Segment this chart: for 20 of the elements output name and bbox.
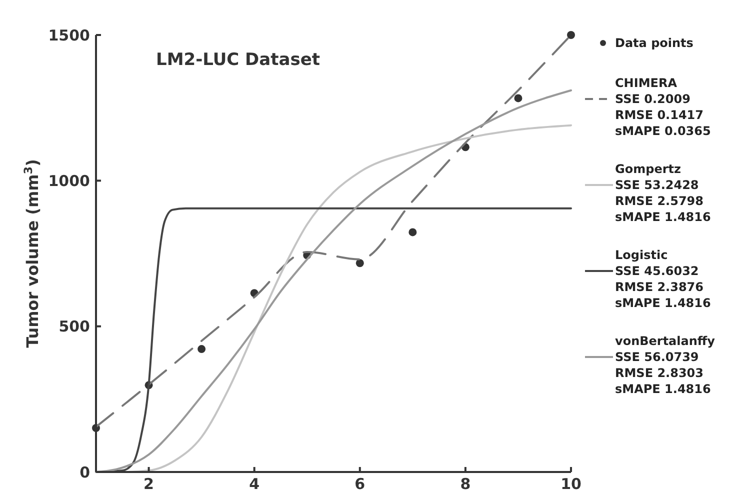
point	[514, 94, 522, 102]
point	[408, 228, 417, 236]
legend-label: Data points	[615, 36, 694, 50]
point	[198, 345, 206, 354]
text: LM2-LUC Dataset	[156, 50, 320, 70]
legend-label: Logistic SSE 45.6032 RMSE 2.3876 sMAPE 1.4816	[615, 248, 711, 310]
x-tick-label: 10	[560, 475, 582, 493]
x-tick-label: 8	[460, 475, 471, 493]
x-tick-label: 4	[249, 475, 260, 493]
point	[356, 259, 364, 268]
y-tick-label: 500	[58, 318, 90, 336]
legend-label: CHIMERA SSE 0.2009 RMSE 0.1417 sMAPE 0.0365	[615, 76, 711, 138]
y-tick-label: 1000	[48, 172, 90, 190]
point	[567, 31, 575, 39]
y-tick-label: 0	[80, 463, 90, 482]
x-tick-label: 6	[354, 475, 366, 493]
legend-label: vonBertalanffy SSE 56.0739 RMSE 2.8303 sMAPE 1.4816	[615, 334, 716, 396]
legend-label: Gompertz SSE 53.2428 RMSE 2.5798 sMAPE 1.4816	[615, 162, 711, 224]
x-tick-label: 2	[144, 475, 154, 493]
y-tick-label: 1500	[48, 26, 90, 44]
